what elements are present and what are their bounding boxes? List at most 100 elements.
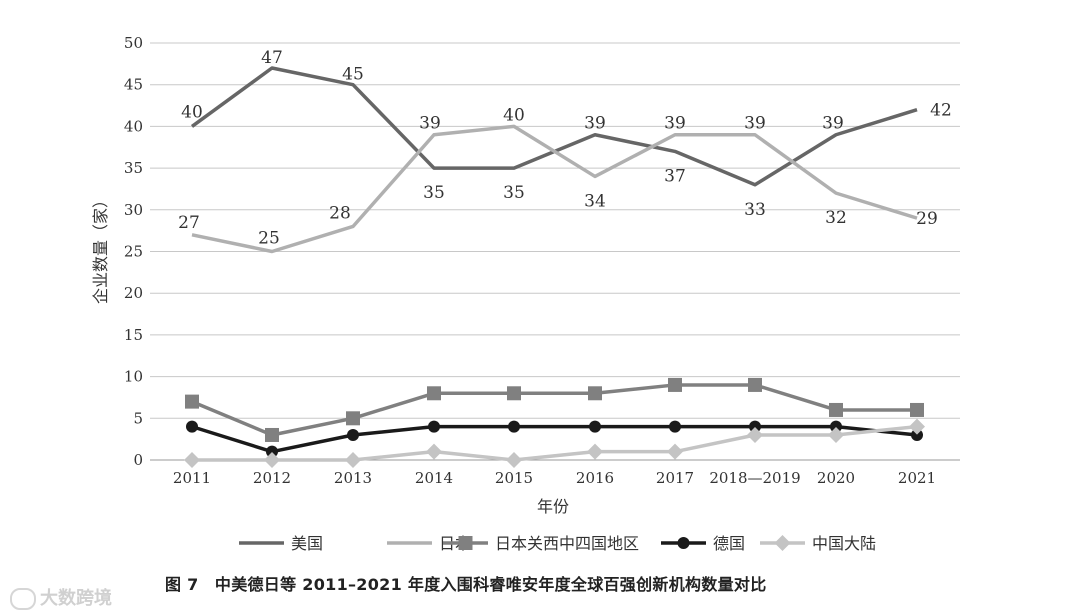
x-tick-label: 2020: [817, 469, 855, 487]
data-label: 42: [930, 101, 952, 121]
series-line: [192, 424, 918, 462]
data-point-circle: [749, 420, 761, 433]
data-point-circle: [428, 420, 440, 433]
data-point-square: [265, 427, 279, 442]
data-label: 34: [584, 191, 606, 211]
legend: 美国 日本 日本关西中四国地区 德国 中国大陆: [239, 534, 876, 553]
data-label: 35: [423, 183, 445, 203]
data-label: 27: [178, 213, 200, 233]
y-tick-label: 25: [124, 243, 143, 261]
data-point-diamond: [506, 452, 522, 468]
figure-caption: 图 7 中美德日等 2011–2021 年度入围科睿唯安年度全球百强创新机构数量…: [165, 575, 767, 594]
data-label: 39: [584, 114, 606, 134]
data-point-diamond: [264, 452, 280, 468]
data-label: 39: [664, 114, 686, 134]
x-axis-ticks: 2011 2012 2013 2014 2015 2016 2017 2018—2019 202…: [173, 469, 936, 487]
legend-swatch-marker: [774, 535, 791, 551]
series-line: [191, 424, 918, 454]
x-tick-label: 2011: [173, 469, 211, 487]
data-label: 39: [744, 114, 766, 134]
series-3: [185, 377, 924, 442]
data-point-diamond: [909, 418, 925, 435]
data-point-circle: [830, 420, 842, 433]
data-point-circle: [589, 420, 601, 433]
x-axis-title: 年份: [537, 497, 569, 516]
watermark-text: 大数跨境: [40, 588, 112, 609]
data-point-square: [346, 411, 360, 426]
data-point-diamond: [667, 443, 683, 460]
data-point-circle: [186, 420, 198, 433]
data-label: 40: [503, 105, 525, 125]
y-tick-label: 5: [133, 409, 143, 427]
series-line: [191, 124, 918, 254]
y-tick-label: 50: [124, 34, 143, 52]
data-point-square: [185, 394, 199, 409]
data-point-square: [829, 402, 843, 417]
data-point-diamond: [747, 426, 763, 443]
watermark-logo-icon: [10, 588, 36, 610]
data-label: 33: [744, 200, 766, 220]
data-point-square: [910, 402, 924, 417]
x-tick-label: 2017: [656, 469, 694, 487]
data-label: 37: [664, 166, 686, 186]
y-tick-label: 45: [124, 76, 143, 94]
data-point-circle: [508, 420, 520, 433]
legend-item: 中国大陆: [760, 534, 876, 553]
x-tick-label: 2014: [415, 469, 453, 487]
y-axis-ticks: 0 5 10 15 20 25 30 35 40 45 50: [124, 34, 143, 469]
data-point-circle: [911, 428, 923, 441]
y-tick-label: 10: [124, 368, 143, 386]
legend-label: 中国大陆: [812, 534, 876, 553]
data-label: 39: [822, 114, 844, 134]
legend-swatch-marker: [677, 537, 690, 549]
x-tick-label: 2016: [576, 469, 614, 487]
legend-label: 美国: [291, 534, 323, 553]
data-point-diamond: [587, 443, 603, 460]
y-tick-label: 35: [124, 159, 143, 177]
data-label: 35: [503, 183, 525, 203]
data-label: 47: [261, 48, 283, 68]
data-point-square: [427, 386, 441, 401]
legend-swatch-marker: [458, 536, 473, 550]
data-point-diamond: [345, 452, 361, 468]
legend-label: 德国: [713, 534, 745, 553]
y-tick-label: 0: [133, 451, 143, 469]
grid-lines: [150, 42, 960, 461]
data-label: 45: [342, 65, 364, 85]
data-label: 40: [181, 102, 203, 122]
y-axis-title: 企业数量（家）: [91, 192, 110, 304]
x-tick-label: 2018—2019: [709, 469, 800, 487]
watermark: 大数跨境: [10, 584, 112, 610]
legend-item: 日本关西中四国地区: [443, 534, 639, 553]
data-point-diamond: [184, 452, 200, 468]
legend-item: 美国: [239, 534, 323, 553]
x-tick-label: 2013: [334, 469, 372, 487]
legend-item: 德国: [661, 534, 745, 553]
x-tick-label: 2012: [253, 469, 291, 487]
data-label: 28: [329, 203, 351, 223]
data-point-circle: [266, 445, 278, 458]
data-labels: 40 47 45 35 35 39 37 33 39 42 27 25 28 39 40 34 39 39 32 29: [178, 48, 952, 248]
data-point-diamond: [828, 426, 844, 443]
y-tick-label: 15: [124, 326, 143, 344]
y-tick-label: 30: [124, 201, 143, 219]
data-label: 29: [916, 209, 938, 229]
data-point-square: [748, 377, 762, 392]
y-tick-label: 20: [124, 284, 143, 302]
series-line: [191, 383, 917, 437]
series-layer: [184, 66, 925, 468]
x-tick-label: 2015: [495, 469, 533, 487]
data-label: 25: [258, 229, 280, 249]
data-label: 39: [419, 114, 441, 134]
data-point-circle: [347, 428, 359, 441]
data-point-circle: [669, 420, 681, 433]
data-point-square: [588, 386, 602, 401]
data-label: 32: [825, 208, 847, 228]
legend-label: 日本关西中四国地区: [495, 534, 639, 553]
data-point-square: [668, 377, 682, 392]
series-2: [191, 124, 918, 254]
data-point-square: [507, 386, 521, 401]
y-tick-label: 40: [124, 117, 143, 135]
series-4: [186, 420, 923, 458]
